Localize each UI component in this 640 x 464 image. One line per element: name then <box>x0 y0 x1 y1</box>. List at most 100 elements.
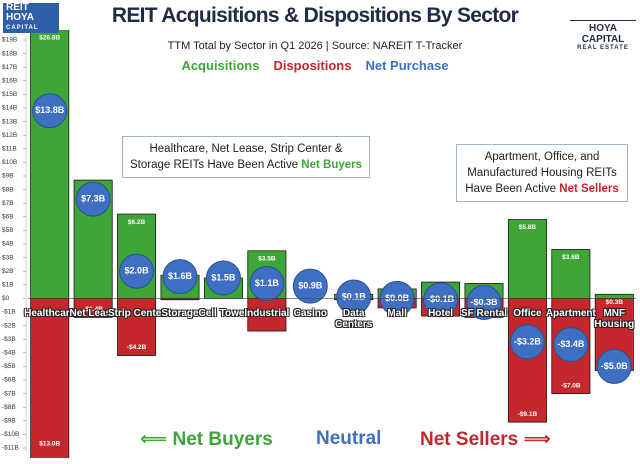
y-tick-label: $16B <box>2 78 17 85</box>
net-marker <box>162 259 198 295</box>
value-label: $6.2B <box>128 219 146 226</box>
y-tick-label: $13B <box>2 118 17 125</box>
value-label: $3.6B <box>562 254 580 261</box>
y-tick-label: $10B <box>2 159 17 166</box>
footer-label: ⟸ Net Buyers <box>140 429 273 450</box>
bar <box>507 297 547 423</box>
y-tick-label: $18B <box>2 50 17 57</box>
value-label: $26.8B <box>39 35 60 42</box>
x-tick-label: Industrial <box>244 308 290 320</box>
annotation: Apartment, Office, and Manufactured Hous… <box>456 144 628 202</box>
net-label: -$0.3B <box>470 297 498 307</box>
net-label: $0.1B <box>342 291 367 301</box>
net-label: $1.5B <box>211 272 236 282</box>
x-tick-label: Apartment <box>545 308 596 320</box>
legend-entry: Acquisitions <box>181 58 260 73</box>
bar <box>30 30 70 299</box>
y-tick-label: $5B <box>2 227 14 234</box>
y-tick-label: $4B <box>2 241 14 248</box>
net-marker <box>466 284 502 320</box>
x-tick-label: Strip Center <box>107 308 166 320</box>
annotation-text: Apartment, Office, and Manufactured Hous… <box>465 151 617 195</box>
y-tick-label: -$10B <box>2 431 19 438</box>
x-tick-label: MNF Housing <box>594 308 635 331</box>
bar <box>247 297 287 332</box>
legend-entry: Net Purchase <box>365 58 449 73</box>
value-label: -$9.1B <box>518 411 538 418</box>
annotation-highlight: Net Sellers <box>559 183 619 195</box>
y-tick-label: $19B <box>2 37 17 44</box>
chart-title: REIT Acquisitions & Dispositions By Sect… <box>111 4 519 27</box>
y-tick-label: -$2B <box>2 322 16 329</box>
net-marker <box>32 93 68 129</box>
y-tick-label: $9B <box>2 173 14 180</box>
y-tick-label: $14B <box>2 105 17 112</box>
net-label: -$3.4B <box>557 339 585 349</box>
y-tick-label: -$3B <box>2 336 16 343</box>
logo-text: REIT <box>6 2 29 13</box>
net-marker <box>336 279 372 315</box>
y-tick-label: $15B <box>2 91 17 98</box>
value-label: $3.5B <box>258 256 276 263</box>
footer-label: Net Sellers ⟹ <box>420 429 551 450</box>
x-tick-label: Storage <box>161 308 199 320</box>
footer-label: Neutral <box>316 428 382 449</box>
net-label: $1.6B <box>168 271 193 281</box>
net-marker <box>205 260 241 296</box>
logo-text: CAPITAL <box>6 25 39 31</box>
bar <box>117 297 157 356</box>
y-tick-label: -$11B <box>2 445 19 452</box>
net-marker <box>292 268 328 304</box>
net-marker <box>596 348 632 384</box>
net-label: -$0.1B <box>427 294 455 304</box>
net-marker <box>509 324 545 360</box>
value-label: -$1.4B <box>83 306 103 313</box>
x-tick-label: Hotel <box>428 308 454 320</box>
legend-entry: Dispositions <box>273 58 352 73</box>
x-tick-label: Office <box>513 308 542 320</box>
x-tick-label: Data Centers <box>335 308 373 331</box>
legend: Acquisitions Dispositions Net Purchase <box>62 58 568 73</box>
y-tick-label: -$1B <box>2 309 16 316</box>
net-label: -$5.0B <box>601 361 629 371</box>
y-tick-label: $2B <box>2 268 14 275</box>
net-label: -$3.2B <box>514 336 542 346</box>
y-tick-label: $3B <box>2 254 14 261</box>
value-label: $13.0B <box>39 441 60 448</box>
value-label: $0.3B <box>606 299 624 306</box>
net-label: $0.0B <box>385 293 410 303</box>
bar <box>507 219 547 299</box>
y-tick-label: -$4B <box>2 350 16 357</box>
net-marker <box>423 282 459 318</box>
net-label: $2.0B <box>125 266 150 276</box>
net-marker <box>553 327 589 363</box>
value-label: $0.0B <box>215 303 233 310</box>
logo: HOYA CAPITAL REAL ESTATE <box>570 4 636 51</box>
x-tick-label: SF Rental <box>460 308 508 320</box>
net-label: $1.1B <box>255 278 280 288</box>
logo-text: HOYA <box>6 12 34 23</box>
net-label: $13.8B <box>35 105 65 115</box>
y-tick-label: -$5B <box>2 363 16 370</box>
y-tick-label: -$6B <box>2 377 16 384</box>
chart-subtitle: TTM Total by Sector in Q1 2026 | Source:… <box>167 40 463 52</box>
logo-text: HOYA CAPITAL <box>570 20 636 45</box>
y-tick-label: $11B <box>2 146 17 153</box>
net-label: $7.3B <box>81 193 106 203</box>
value-label: -$7.0B <box>561 382 581 389</box>
value-label: $5.8B <box>519 224 537 231</box>
logo-text: REAL ESTATE <box>577 45 629 51</box>
logo: REIT HOYA CAPITAL <box>3 3 59 33</box>
x-tick-label: Casino <box>293 308 327 320</box>
annotation-highlight: Net Buyers <box>301 159 363 171</box>
annotation-text: Healthcare, Net Lease, Strip Center & St… <box>129 143 343 171</box>
y-tick-label: $0 <box>2 295 10 302</box>
net-marker <box>119 253 155 289</box>
bar <box>594 293 634 299</box>
y-tick-label: $12B <box>2 132 17 139</box>
net-marker <box>75 181 111 217</box>
y-tick-label: -$9B <box>2 418 16 425</box>
x-tick-label: Mall <box>387 308 407 320</box>
